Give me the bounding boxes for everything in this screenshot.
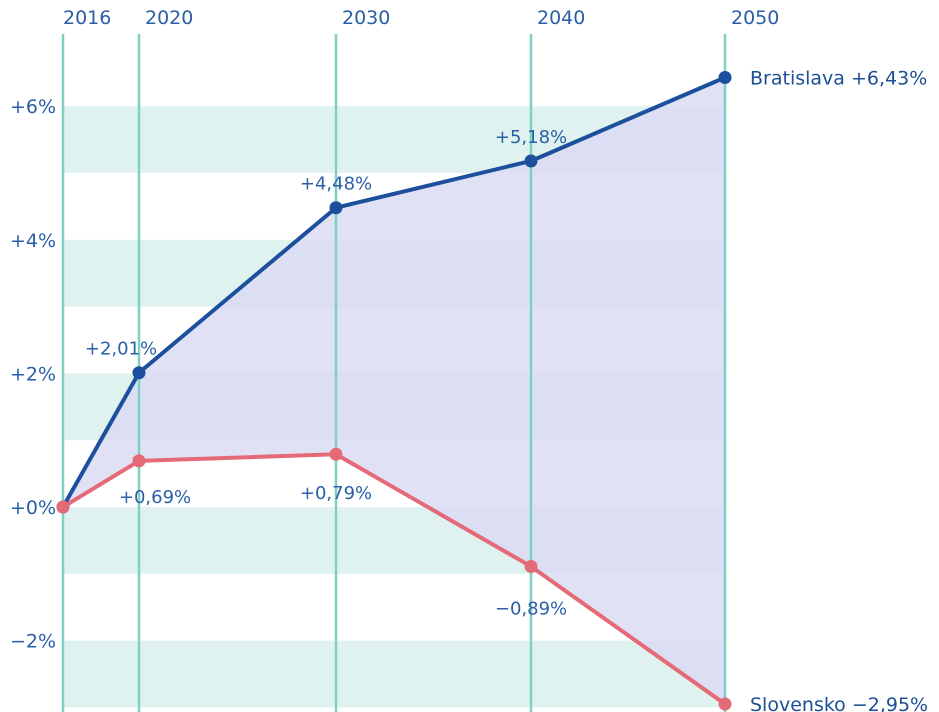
x-tick-label: 2020 [145,7,193,29]
bratislava-point [132,366,146,380]
slovensko-end-label: Slovensko −2,95% [750,694,928,712]
bratislava-data-label: +5,18% [495,127,567,148]
bratislava-data-label: +4,48% [300,174,372,195]
bratislava-point [718,70,732,84]
y-tick-label: +0% [10,497,56,519]
x-tick-label: 2016 [63,7,111,29]
slovensko-point [329,447,343,461]
slovensko-point [524,559,538,573]
y-tick-label: +2% [10,363,56,385]
data-labels: +2,01% +4,48% +5,18% Bratislava +6,43% +0,69… [85,67,928,712]
x-tick-label: 2030 [342,7,390,29]
series-points [56,70,732,711]
slovensko-data-label: +0,69% [119,487,191,508]
bratislava-end-label: Bratislava +6,43% [750,67,927,89]
x-tick-label: 2040 [537,7,585,29]
slovensko-point [132,454,146,468]
slovensko-point [56,500,70,514]
y-tick-label: +6% [10,96,56,118]
bratislava-data-label: +2,01% [85,339,157,360]
y-tick-label: −2% [10,631,56,653]
band [63,640,725,708]
bratislava-point [329,201,343,215]
fill-between-series [63,77,725,705]
x-axis-ticks: 2016 2020 2030 2040 2050 [63,7,779,29]
y-axis-ticks: +6% +4% +2% +0% −2% [10,96,56,652]
slovensko-point [718,697,732,711]
slovensko-data-label: −0,89% [495,598,567,619]
x-tick-label: 2050 [731,7,779,29]
fill-between-area [63,77,725,705]
slovensko-data-label: +0,79% [300,483,372,504]
bratislava-point [524,154,538,168]
y-tick-label: +4% [10,230,56,252]
